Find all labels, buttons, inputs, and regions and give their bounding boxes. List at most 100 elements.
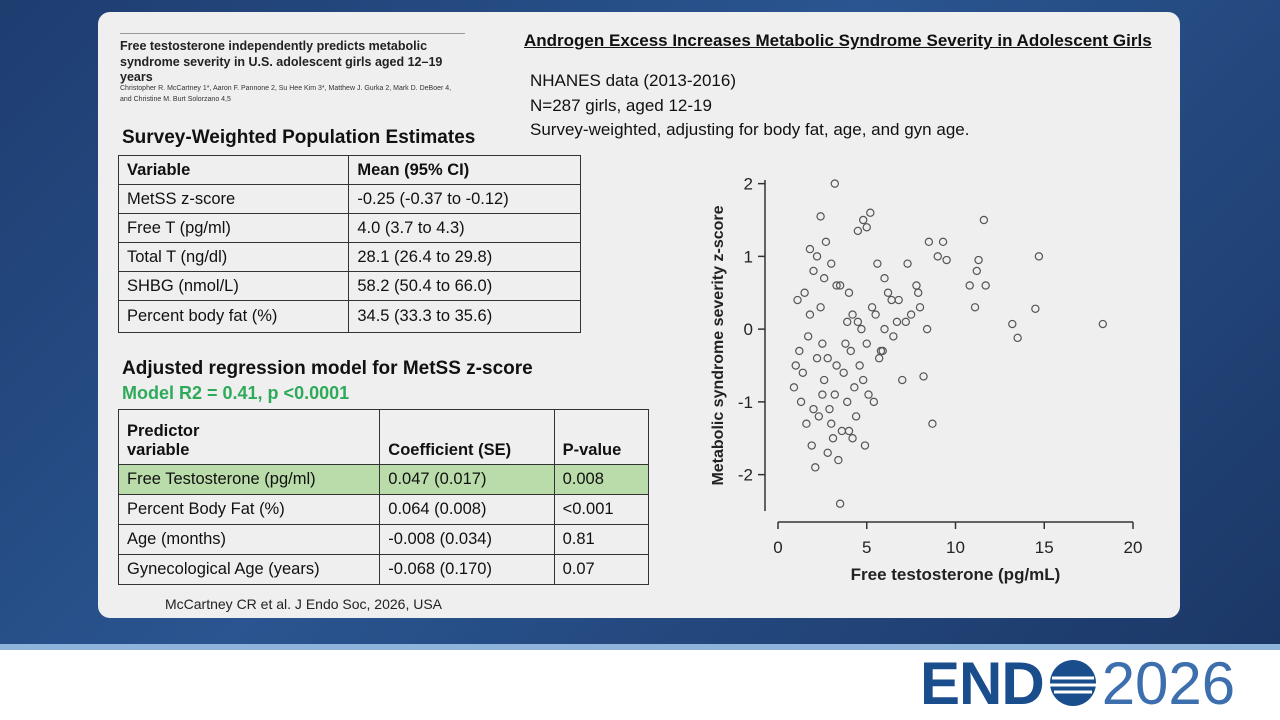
table-cell: Age (months)	[117, 524, 381, 555]
point	[796, 397, 806, 407]
header-text: Variable	[127, 160, 191, 179]
point	[869, 397, 879, 407]
point	[855, 361, 864, 370]
header-text: Coefficient (SE)	[388, 441, 512, 459]
point	[880, 324, 889, 334]
point	[965, 281, 974, 290]
point	[866, 208, 875, 217]
note: NHANES data (2013-2016)	[530, 71, 737, 90]
header-cell: Coefficient (SE)	[379, 409, 555, 465]
point	[848, 310, 857, 319]
point	[809, 266, 818, 276]
table-cell: 0.047 (0.017)	[379, 464, 555, 495]
point	[894, 295, 903, 305]
table-row: SHBG (nmol/L) 58.2 (50.4 to 66.0)	[117, 271, 581, 301]
point	[853, 317, 863, 327]
logo-text: END	[920, 650, 1045, 717]
point	[853, 226, 863, 236]
header-cell: Predictor variable	[117, 409, 381, 465]
point	[878, 346, 887, 356]
table-cell: 34.5 (33.3 to 35.6)	[348, 300, 581, 333]
y-tick-label: 1	[744, 247, 753, 266]
point	[912, 281, 921, 290]
model-fit: Model R2 = 0.41, p <0.0001	[122, 383, 350, 403]
point	[979, 215, 989, 225]
point	[858, 215, 868, 225]
point	[864, 390, 873, 399]
point	[821, 237, 831, 247]
point	[844, 288, 854, 297]
paper-title: Free testosterone independently predicts…	[120, 33, 465, 86]
x-tick-label: 10	[946, 538, 965, 557]
point	[809, 404, 818, 414]
point	[812, 354, 822, 363]
point	[922, 324, 932, 334]
table-cell: MetSS z-score	[117, 184, 350, 214]
point	[850, 383, 859, 392]
point	[938, 237, 948, 247]
citation: McCartney CR et al. J Endo Soc, 2026, US…	[165, 596, 443, 612]
table-cell: 0.07	[553, 554, 650, 585]
x-tick-label: 5	[862, 538, 871, 557]
point	[795, 346, 804, 356]
point	[928, 419, 937, 428]
point	[858, 375, 868, 385]
x-tick-label: 0	[773, 538, 782, 557]
header-row: Predictor variable Coefficient (SE) P-valu…	[117, 409, 650, 465]
logo-text: 2026	[1101, 650, 1236, 717]
header-row: Variable Mean (95% CI)	[117, 155, 581, 185]
point	[867, 303, 877, 312]
point	[874, 354, 884, 363]
point	[841, 339, 850, 348]
point	[827, 259, 836, 268]
point	[880, 274, 889, 283]
point	[819, 375, 829, 385]
table-cell: -0.25 (-0.37 to -0.12)	[348, 184, 581, 214]
table-row: MetSS z-score -0.25 (-0.37 to -0.12)	[117, 184, 581, 214]
y-tick-label: -2	[738, 466, 753, 485]
point	[798, 368, 808, 377]
point	[889, 332, 898, 341]
point	[887, 295, 896, 305]
table-row: Free Testosterone (pg/ml) 0.047 (0.017) 0.…	[117, 464, 650, 495]
section-title: Survey-Weighted Population Estimates	[122, 127, 476, 148]
point	[835, 499, 845, 508]
table-cell: -0.008 (0.034)	[379, 524, 555, 555]
point	[830, 390, 839, 399]
point	[846, 346, 855, 356]
point	[791, 361, 800, 370]
point	[818, 390, 827, 399]
point	[851, 412, 861, 421]
point	[883, 288, 893, 297]
point	[832, 281, 841, 290]
point	[837, 426, 847, 436]
point	[839, 368, 848, 377]
point	[828, 434, 838, 443]
point	[871, 310, 880, 319]
table-cell: 28.1 (26.4 to 29.8)	[348, 242, 581, 272]
point	[970, 303, 980, 312]
y-tick-label: 0	[744, 320, 753, 339]
estimates-table: Variable Mean (95% CI) MetSS z-score -0.25 …	[117, 155, 581, 333]
point	[814, 412, 824, 421]
point	[942, 255, 951, 265]
point	[972, 266, 981, 276]
note: Survey-weighted, adjusting for body fat,…	[530, 120, 970, 139]
table-cell: 0.064 (0.008)	[379, 494, 555, 525]
table-cell: 0.008	[553, 464, 650, 495]
point	[898, 375, 907, 385]
point	[1098, 319, 1108, 329]
table-cell: SHBG (nmol/L)	[117, 271, 350, 301]
point	[818, 339, 827, 348]
slide-title: Androgen Excess Increases Metabolic Synd…	[524, 31, 1152, 50]
table-cell: Free T (pg/ml)	[117, 213, 350, 243]
table-cell: <0.001	[553, 494, 650, 525]
table-cell: -0.068 (0.170)	[379, 554, 555, 585]
point	[844, 426, 854, 436]
point	[914, 288, 923, 297]
table-cell: Free Testosterone (pg/ml)	[117, 464, 381, 495]
logo-globe	[1049, 660, 1096, 706]
point	[906, 310, 916, 319]
point	[823, 354, 832, 363]
